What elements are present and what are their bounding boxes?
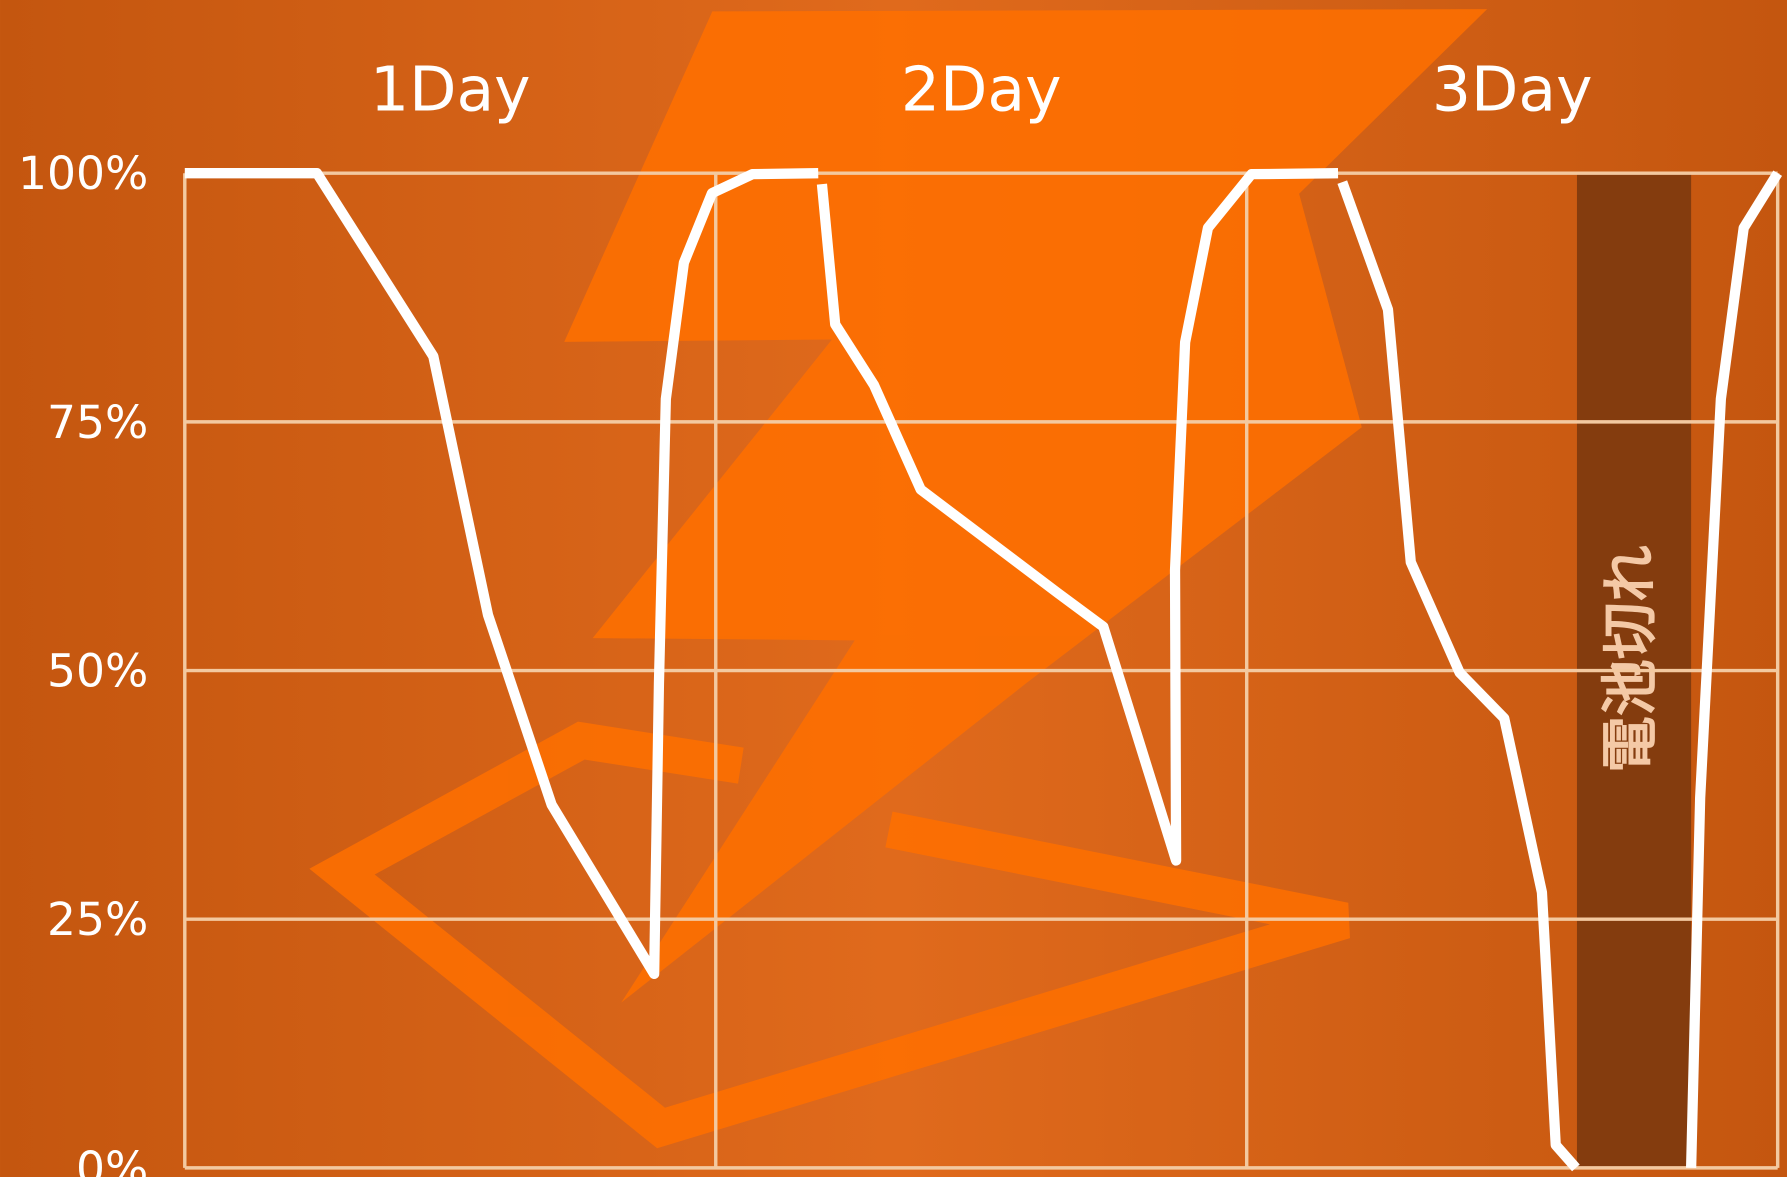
line (816, 168, 1339, 866)
bolt (564, 9, 1488, 1003)
y-tick-label: 100% (18, 147, 148, 200)
plot: 電池切れ 0% 25% 50% 75% 100% 1Day 2Day 3Day (18, 54, 1783, 1177)
y-tick-label: 0% (76, 1142, 148, 1177)
ring (309, 721, 1350, 1149)
decoration (309, 9, 1488, 1149)
line (1337, 180, 1580, 1172)
y-tick-label: 50% (47, 644, 148, 697)
x-category-label: 3Day (1432, 54, 1593, 126)
y-tick-label: 75% (47, 396, 148, 449)
annotation-label: 電池切れ (1598, 545, 1664, 773)
line (1685, 170, 1783, 1169)
y-tick-label: 25% (47, 893, 148, 946)
x-category-label: 2Day (901, 54, 1062, 126)
x-category-label: 1Day (370, 54, 531, 126)
line (184, 168, 819, 980)
